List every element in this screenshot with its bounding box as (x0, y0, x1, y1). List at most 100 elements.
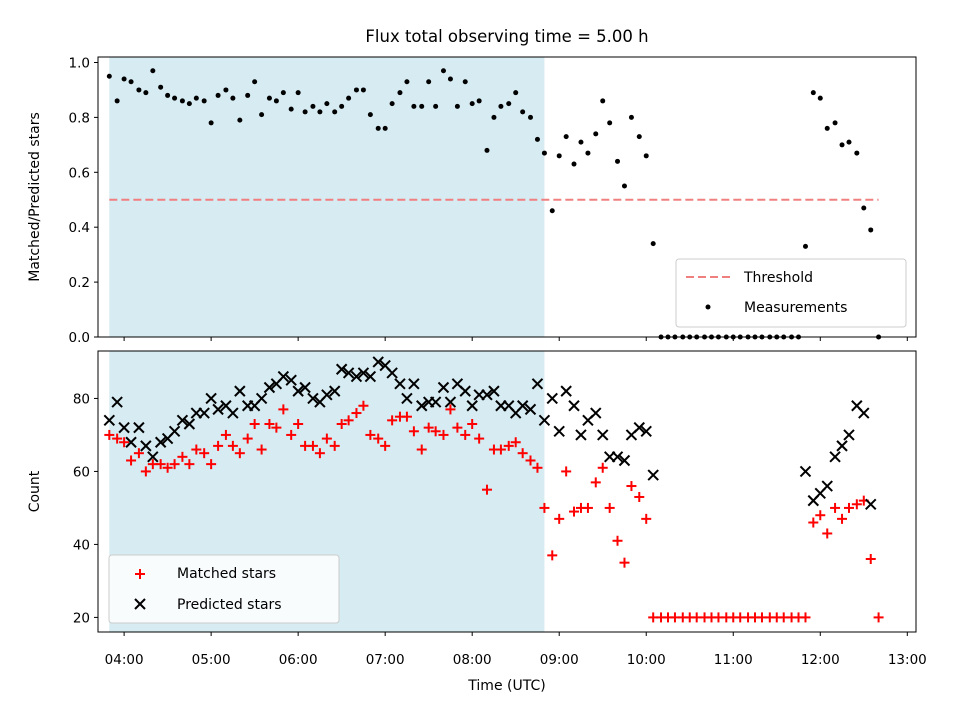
measurement-point (527, 114, 533, 120)
measurement-point (476, 98, 482, 104)
predicted-star-point (285, 374, 297, 386)
matched-star-point (582, 502, 593, 513)
bottom-ytick-label: 20 (73, 610, 90, 626)
matched-star-point (264, 418, 275, 429)
measurement-point (817, 95, 823, 101)
matched-star-point (467, 418, 478, 429)
matched-star-point (830, 502, 841, 513)
predicted-star-point (140, 440, 152, 452)
xtick-label: 05:00 (192, 652, 231, 668)
predicted-star-point (466, 400, 478, 412)
predicted-star-point (328, 385, 341, 397)
matched-star-point (177, 451, 188, 462)
top-ytick-label: 0.2 (69, 275, 90, 291)
matched-star-point (162, 462, 173, 473)
xtick-label: 09:00 (540, 652, 579, 668)
matched-star-point (343, 415, 354, 426)
predicted-star-point (647, 469, 659, 481)
matched-star-point (351, 408, 362, 419)
measurement-point (332, 109, 338, 115)
measurement-point (339, 103, 345, 109)
measurement-point (621, 183, 627, 189)
matched-star-point (569, 506, 580, 517)
predicted-star-point (401, 392, 413, 405)
matched-star-point (590, 477, 601, 488)
matched-star-point (373, 433, 384, 444)
bottom-ytick-label: 60 (73, 464, 90, 480)
measurement-point (462, 79, 468, 85)
measurement-point (252, 79, 258, 85)
matched-star-point (387, 415, 398, 426)
matched-star-point (401, 411, 412, 422)
measurement-point (593, 131, 599, 137)
predicted-star-point (640, 425, 652, 437)
matched-star-point (445, 404, 456, 415)
matched-star-point (634, 491, 645, 502)
predicted-star-point (364, 370, 377, 383)
matched-star-point (307, 440, 318, 451)
predicted-star-point (633, 421, 645, 434)
predicted-star-point (133, 421, 145, 434)
predicted-star-point (125, 436, 137, 448)
matched-star-point (133, 448, 144, 459)
matched-star-point (510, 437, 521, 448)
matched-star-point (119, 437, 130, 448)
matched-star-point (800, 612, 811, 623)
predicted-star-point (568, 400, 580, 412)
predicted-star-point (444, 396, 457, 408)
top-y-axis-label: Matched/Predicted stars (27, 112, 43, 282)
predicted-star-point (524, 403, 537, 416)
predicted-star-point (342, 367, 355, 379)
predicted-star-point (176, 414, 189, 427)
predicted-star-point (103, 414, 116, 427)
panel-top: 0.0 0.2 0.4 0.6 0.8 1.0 Matched/Predicted sta… (27, 55, 917, 346)
predicted-star-point (357, 367, 370, 379)
xtick-label: 07:00 (366, 652, 405, 668)
legend-matched-swatch (135, 569, 145, 579)
measurement-point (454, 103, 460, 109)
measurement-point (541, 150, 547, 156)
matched-star-point (242, 433, 253, 444)
matched-star-point (329, 440, 340, 451)
measurement-point (650, 241, 656, 247)
predicted-star-point (212, 403, 224, 416)
measurement-point (375, 125, 381, 131)
matched-star-point (227, 440, 238, 451)
matched-star-point (525, 455, 536, 466)
measurement-point (447, 76, 453, 82)
xtick-label: 04:00 (105, 652, 144, 668)
predicted-star-point (111, 396, 123, 408)
matched-star-point (481, 484, 492, 495)
matched-star-point (612, 535, 623, 546)
predicted-star-point (350, 370, 363, 383)
predicted-star-point (829, 451, 841, 463)
predicted-star-point (198, 407, 210, 419)
matched-star-point (126, 455, 137, 466)
measurement-point (484, 147, 490, 153)
matched-star-point (234, 448, 245, 459)
bottom-y-axis-label: Count (27, 470, 43, 512)
measurement-point (360, 87, 366, 93)
predicted-star-point (147, 451, 159, 463)
measurement-point (397, 90, 403, 96)
predicted-star-point (836, 440, 848, 452)
measurement-point (193, 95, 199, 101)
matched-star-point (865, 554, 876, 565)
measurement-point (259, 112, 265, 118)
measurement-point (143, 90, 149, 96)
measurement-point (846, 139, 852, 145)
measurement-point (419, 103, 425, 109)
matched-star-point (808, 517, 819, 528)
measurement-point (158, 84, 164, 90)
predicted-star-point (408, 378, 420, 390)
legend-threshold-label: Threshold (743, 270, 813, 286)
measurement-point (832, 120, 838, 126)
measurement-point (433, 103, 439, 109)
measurement-point (150, 68, 156, 74)
predicted-star-point (416, 400, 428, 412)
predicted-star-point (546, 392, 558, 405)
predicted-star-point (488, 385, 500, 397)
matched-star-point (256, 444, 267, 455)
matched-star-point (321, 433, 332, 444)
predicted-star-point (799, 465, 812, 478)
